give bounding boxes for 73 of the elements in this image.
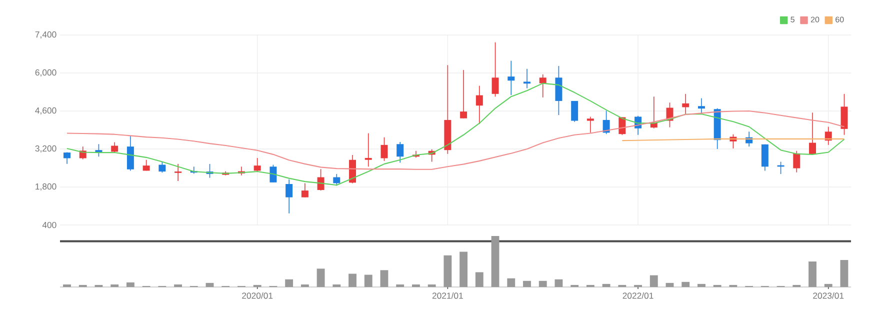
candlestick xyxy=(492,42,499,98)
y-tick-label: 4,600 xyxy=(35,107,56,115)
bar xyxy=(110,284,119,287)
x-tick-label: 2022/01 xyxy=(622,292,654,299)
y-tick-label: 400 xyxy=(42,222,56,228)
bar xyxy=(698,284,706,287)
candlestick xyxy=(126,136,134,172)
candlestick xyxy=(555,66,562,116)
candlestick xyxy=(524,68,530,89)
y-tick-label: 7,400 xyxy=(35,31,56,39)
candlestick xyxy=(840,94,848,136)
candlestick xyxy=(270,164,277,183)
bar xyxy=(682,282,690,287)
bar xyxy=(538,280,547,287)
x-tick-label: 2020/01 xyxy=(242,292,273,299)
bar xyxy=(554,279,563,287)
bar xyxy=(650,275,658,287)
candlestick xyxy=(698,98,705,114)
bar xyxy=(300,284,309,287)
x-tick-label: 2021/01 xyxy=(432,292,463,299)
bar xyxy=(206,282,214,287)
bar xyxy=(412,284,420,287)
candlestick xyxy=(174,164,182,182)
candlestick xyxy=(286,179,293,214)
bar xyxy=(396,284,404,287)
bar xyxy=(332,284,341,287)
bar xyxy=(460,252,468,287)
candlestick xyxy=(476,85,483,124)
legend-label: 60 xyxy=(836,16,844,22)
bar xyxy=(63,284,71,287)
candlestick xyxy=(793,150,800,173)
candlestick xyxy=(301,182,308,198)
y-tick-label: 1,800 xyxy=(36,183,56,191)
bar xyxy=(491,236,500,287)
bar xyxy=(364,274,372,287)
bar xyxy=(475,272,484,287)
bar xyxy=(348,274,356,287)
legend-label: 20 xyxy=(810,16,820,22)
candlestick xyxy=(539,74,546,98)
candlestick xyxy=(380,136,388,162)
candlestick xyxy=(364,132,372,168)
bar xyxy=(126,282,134,287)
candlestick xyxy=(761,144,768,172)
candlestick xyxy=(460,70,468,119)
legend-label: 5 xyxy=(790,16,794,22)
candlestick xyxy=(111,142,118,153)
bar xyxy=(428,284,436,287)
candlestick xyxy=(317,168,324,191)
candlestick xyxy=(254,158,261,172)
bar xyxy=(380,270,388,287)
candlestick xyxy=(602,110,610,134)
x-tick-label: 2023/01 xyxy=(813,292,844,299)
y-tick-label: 6,000 xyxy=(35,69,56,77)
candlestick xyxy=(824,126,832,146)
bar xyxy=(316,268,325,287)
bar xyxy=(824,284,832,287)
candlestick xyxy=(396,142,404,163)
bar xyxy=(523,280,531,287)
candlestick xyxy=(571,100,578,122)
bar xyxy=(174,284,182,287)
y-tick-label: 3,200 xyxy=(35,145,56,153)
candlestick xyxy=(682,94,690,114)
bar xyxy=(666,282,674,287)
bar xyxy=(840,260,848,287)
candlestick xyxy=(508,60,515,96)
bar xyxy=(285,279,294,287)
candlestick xyxy=(586,116,594,134)
bar xyxy=(444,255,452,287)
candlestick xyxy=(158,161,166,174)
bar xyxy=(602,284,610,287)
candlestick xyxy=(809,112,816,156)
bar xyxy=(507,278,516,287)
bar xyxy=(808,262,816,287)
